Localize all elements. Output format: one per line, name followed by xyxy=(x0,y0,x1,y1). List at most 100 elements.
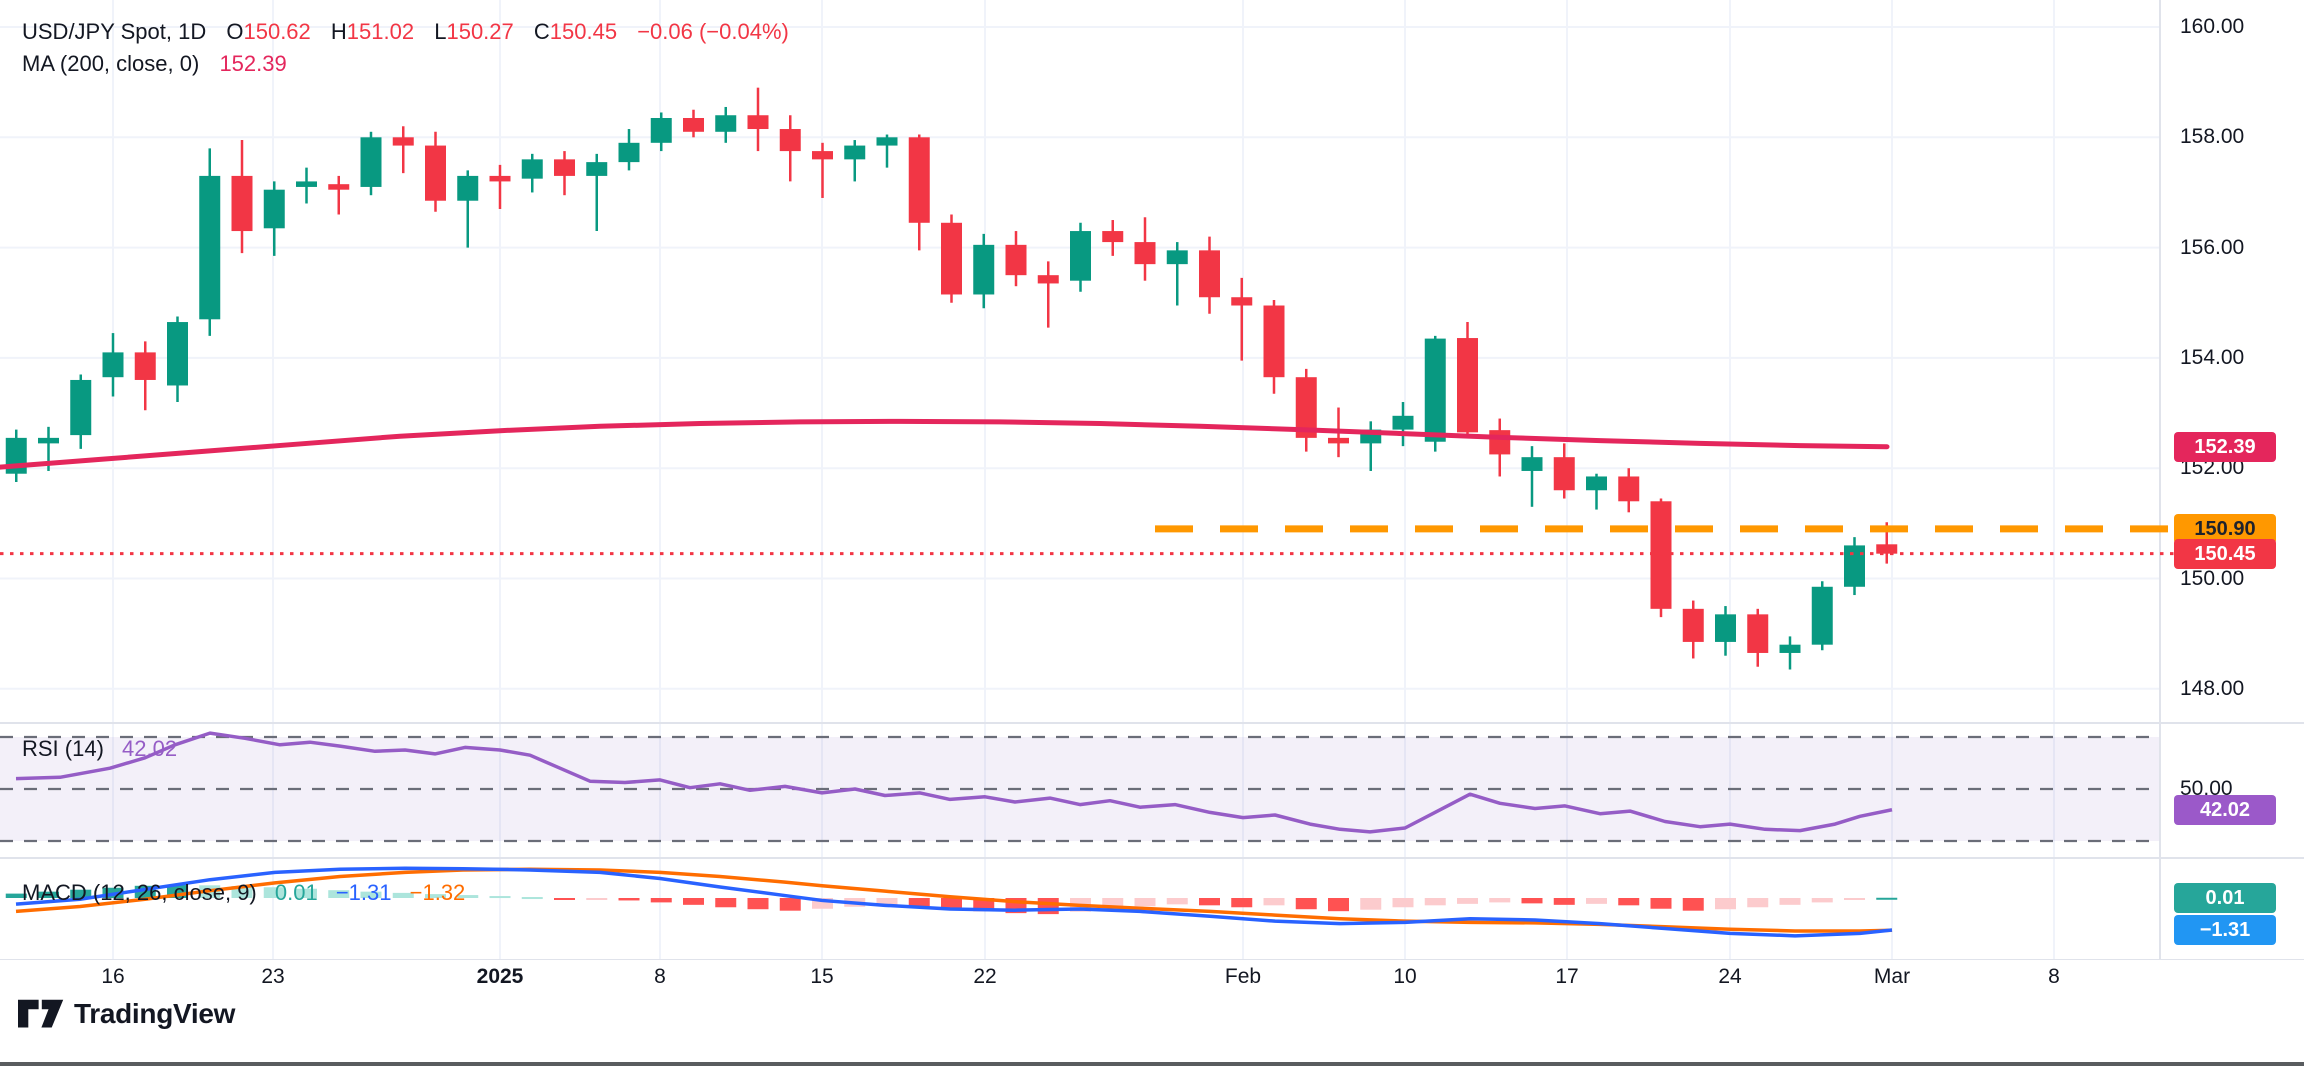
macd-histogram-bar xyxy=(1102,898,1124,909)
macd-histogram-bar xyxy=(1811,898,1833,903)
macd-histogram-bar xyxy=(908,898,930,907)
candle-body xyxy=(102,352,124,378)
rsi-line xyxy=(15,731,1893,834)
candle-body xyxy=(1586,476,1607,491)
macd-histogram-bar xyxy=(1328,898,1349,912)
macd-histogram-bar xyxy=(263,887,285,898)
macd-histogram-bar xyxy=(1747,898,1769,908)
candle-body xyxy=(1682,608,1704,642)
macd-histogram-bar xyxy=(1295,898,1317,910)
candle-body xyxy=(167,322,188,386)
time-axis-label: 16 xyxy=(101,965,125,988)
candle-body xyxy=(1134,242,1156,265)
macd-histogram-bar xyxy=(1779,898,1801,905)
price-axis-label: 156.00 xyxy=(2180,235,2245,259)
ma-value: 152.39 xyxy=(219,51,287,76)
macd-histogram-bar xyxy=(1489,898,1511,903)
rsi-last-value: 42.02 xyxy=(122,736,178,761)
candle-body xyxy=(747,115,769,130)
candle-body xyxy=(1070,231,1091,281)
candle-body xyxy=(392,137,414,146)
time-axis-label: 23 xyxy=(261,965,285,988)
candle-body xyxy=(941,222,962,295)
macd-histogram-bar xyxy=(1844,898,1865,900)
candle-body xyxy=(1102,231,1124,243)
symbol-title[interactable]: USD/JPY Spot, 1D xyxy=(22,19,207,44)
candle-body xyxy=(328,184,350,190)
macd-histogram-bar xyxy=(779,898,801,911)
macd-histogram-bar xyxy=(747,898,769,910)
macd-histogram-bar xyxy=(360,891,382,898)
price-axis-label: 158.00 xyxy=(2180,125,2245,149)
rsi-indicator-title[interactable]: RSI (14) 42.02 xyxy=(22,736,177,762)
macd-title[interactable]: MACD (12, 26, close, 9) xyxy=(22,880,257,905)
window-bottom-border xyxy=(0,1062,2304,1066)
legend-main-row[interactable]: USD/JPY Spot, 1D O150.62 H151.02 L150.27… xyxy=(22,16,789,48)
candle-body xyxy=(812,151,833,160)
last-price-badge: 150.45 xyxy=(2174,538,2276,569)
macd-histogram-bar xyxy=(1682,898,1704,911)
macd-histogram-bar xyxy=(618,898,640,901)
candle-body xyxy=(1263,305,1285,378)
rsi-title[interactable]: RSI (14) xyxy=(22,736,104,761)
macd-histogram-bar xyxy=(489,896,511,899)
time-axis-label: 8 xyxy=(654,965,666,988)
candle-body xyxy=(908,137,930,223)
macd-histogram-bar xyxy=(586,898,608,900)
price-axis-label: 154.00 xyxy=(2180,345,2245,369)
macd-histogram-bar xyxy=(1457,898,1478,904)
tradingview-logo[interactable]: TradingView xyxy=(18,996,235,1032)
ma-price-badge: 152.39 xyxy=(2174,431,2276,462)
candle-body xyxy=(1166,250,1188,265)
candle-body xyxy=(1424,338,1446,442)
macd-histogram-bar xyxy=(296,888,317,898)
ma-indicator-title[interactable]: MA (200, close, 0) xyxy=(22,51,200,76)
macd-histogram-bar xyxy=(941,898,962,909)
macd-histogram-bar xyxy=(1876,897,1898,900)
candle-body xyxy=(231,175,253,232)
macd-histogram-bar xyxy=(1521,898,1543,904)
rsi-value-badge: 42.02 xyxy=(2174,794,2276,825)
macd-histogram-bar xyxy=(1586,898,1607,904)
candle-body xyxy=(554,159,575,176)
candle-body xyxy=(1521,457,1543,471)
macd-histogram-bar xyxy=(1618,898,1640,906)
macd-hist-value: 0.01 xyxy=(274,880,318,905)
rsi-axis-label: 50.00 xyxy=(2180,777,2233,800)
candle-body xyxy=(876,137,898,146)
macd-line-value: −1.31 xyxy=(335,880,392,905)
high-value: H151.02 xyxy=(330,19,415,44)
legend: USD/JPY Spot, 1D O150.62 H151.02 L150.27… xyxy=(22,16,789,80)
candle-body xyxy=(263,189,285,229)
macd-histogram-bar xyxy=(1392,898,1414,908)
time-axis-label: 8 xyxy=(2048,965,2060,988)
candle-body xyxy=(1489,430,1511,455)
macd-histogram-bar xyxy=(812,898,833,909)
time-axis[interactable]: 16 23 2025 8 15 22 Feb 10 17 24 Mar 8 xyxy=(0,960,2304,994)
macd-histogram-bar xyxy=(1553,898,1575,905)
time-axis-label: 15 xyxy=(810,965,834,988)
macd-histogram-bar xyxy=(1134,898,1156,907)
macd-histogram-bar xyxy=(392,892,414,898)
time-axis-label: 17 xyxy=(1555,965,1579,988)
macd-histogram-bar xyxy=(5,893,27,898)
macd-histogram-bar xyxy=(1231,898,1253,908)
macd-indicator-title[interactable]: MACD (12, 26, close, 9) 0.01 −1.31 −1.32 xyxy=(22,880,465,906)
candle-body xyxy=(650,117,672,143)
candle-body xyxy=(199,175,221,320)
macd-histogram-bar xyxy=(1424,898,1446,906)
macd-histogram-bar xyxy=(715,898,737,908)
low-value: L150.27 xyxy=(434,19,514,44)
candle-body xyxy=(1392,415,1414,430)
candle-body xyxy=(489,175,511,182)
macd-histogram-bar xyxy=(231,886,253,898)
candle-body xyxy=(38,437,59,444)
price-axis-label: 160.00 xyxy=(2180,15,2245,38)
candle-body xyxy=(1457,338,1478,433)
legend-ma-row[interactable]: MA (200, close, 0) 152.39 xyxy=(22,48,789,80)
macd-histogram-bar xyxy=(554,898,575,900)
tradingview-logo-text: TradingView xyxy=(74,998,236,1029)
price-axis[interactable]: 160.00 158.00 156.00 154.00 152.00 150.00 148.… xyxy=(2160,0,2304,960)
